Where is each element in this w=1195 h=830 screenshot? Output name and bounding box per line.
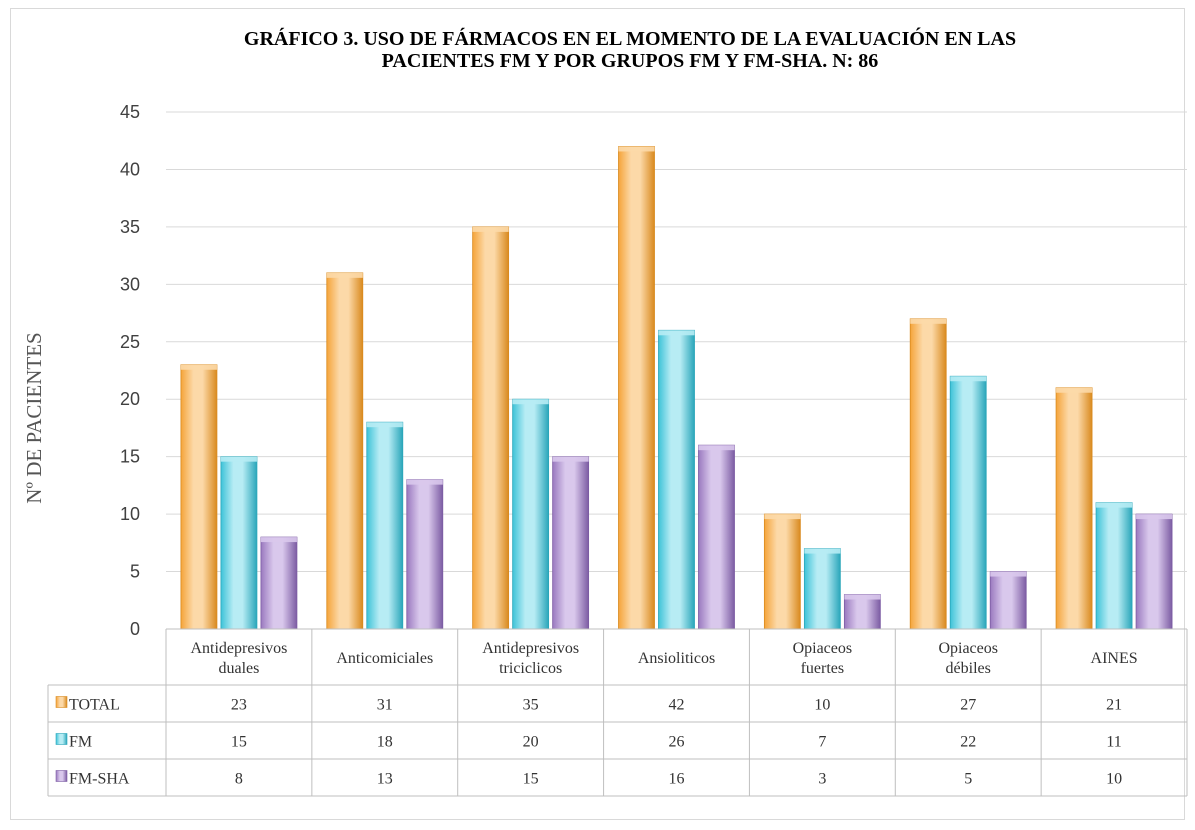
table-cell-value: 11: [1106, 734, 1121, 751]
table-cell-value: 13: [377, 771, 393, 788]
bar-cap: [1096, 502, 1133, 508]
category-label: Ansioliticos: [638, 650, 715, 667]
bar-cap: [950, 376, 987, 382]
bar-total-5: [909, 318, 947, 630]
bar-total-1: [326, 272, 364, 630]
bar-cap: [1056, 387, 1093, 393]
table-cell-value: 15: [231, 734, 247, 751]
y-tick-label: 20: [120, 389, 140, 409]
table-cell-value: 31: [377, 697, 393, 714]
bar-cap: [1136, 514, 1173, 520]
table-cell-value: 7: [818, 734, 826, 751]
legend-label-fm-sha: FM-SHA: [69, 771, 130, 788]
bar-cap: [326, 272, 363, 278]
table-cell-value: 22: [960, 734, 976, 751]
chart-title: GRÁFICO 3. USO DE FÁRMACOS EN EL MOMENTO…: [0, 28, 1195, 72]
bar-fm-1: [366, 421, 404, 630]
bar-fm-6: [1095, 502, 1133, 630]
table-cell-value: 21: [1106, 697, 1122, 714]
legend-swatch-total: [55, 696, 68, 708]
y-tick-label: 30: [120, 274, 140, 294]
table-cell-value: 18: [377, 734, 393, 751]
bar-cap: [844, 594, 881, 600]
bar-cap: [512, 399, 549, 405]
category-label: Anticomiciales: [336, 650, 433, 667]
table-cell-value: 3: [818, 771, 826, 788]
category-label: Opiaceos: [938, 640, 998, 657]
bar-fm-sha-5: [989, 571, 1027, 630]
legend-swatch-fm-sha: [55, 770, 68, 782]
bar-cap: [180, 364, 217, 370]
category-label: débiles: [946, 660, 991, 677]
table-cell-value: 26: [669, 734, 685, 751]
y-tick-label: 35: [120, 217, 140, 237]
y-tick-label: 25: [120, 332, 140, 352]
bar-fm-5: [949, 375, 987, 630]
bar-fm-sha-3: [698, 444, 735, 630]
y-tick-label: 40: [120, 159, 140, 179]
bar-total-2: [472, 226, 510, 630]
category-label: triciclicos: [499, 660, 562, 677]
bar-fm-sha-0: [260, 536, 298, 630]
category-label: duales: [218, 660, 259, 677]
bar-cap: [804, 548, 841, 554]
chart-title-line-2: PACIENTES FM Y POR GRUPOS FM Y FM-SHA. N…: [381, 50, 879, 72]
bar-fm-sha-6: [1135, 513, 1173, 630]
y-tick-label: 45: [120, 102, 140, 122]
category-label: AINES: [1091, 650, 1138, 667]
bar-fm-2: [512, 398, 550, 630]
bar-cap: [990, 571, 1027, 577]
table-cell-value: 5: [964, 771, 972, 788]
table-cell-value: 8: [235, 771, 243, 788]
table-cell-value: 10: [1106, 771, 1122, 788]
bar-total-3: [618, 146, 655, 630]
table-cell-value: 27: [960, 697, 976, 714]
bar-fm-3: [658, 329, 695, 630]
bar-cap: [764, 514, 801, 520]
y-tick-label: 15: [120, 447, 140, 467]
y-tick-label: 0: [130, 619, 140, 639]
category-label: Antidepresivos: [482, 640, 579, 657]
bar-cap: [910, 318, 947, 324]
category-label: fuertes: [801, 660, 845, 677]
bar-fm-0: [220, 456, 258, 630]
bar-cap: [698, 445, 735, 451]
bar-cap: [472, 226, 509, 232]
bar-cap: [220, 456, 257, 462]
legend-swatch-fm: [55, 733, 68, 745]
table-cell-value: 10: [814, 697, 830, 714]
bar-fm-sha-4: [843, 594, 881, 630]
table-cell-value: 20: [523, 734, 539, 751]
table-cell-value: 23: [231, 697, 247, 714]
y-tick-label: 5: [130, 562, 140, 582]
bar-cap: [366, 422, 403, 428]
table-cell-value: 35: [523, 697, 539, 714]
legend-label-total: TOTAL: [69, 697, 120, 714]
bar-cap: [406, 479, 443, 485]
table-cell-value: 16: [669, 771, 685, 788]
bar-cap: [260, 537, 297, 543]
bar-cap: [618, 146, 655, 152]
bar-cap: [658, 330, 695, 336]
bar-cap: [552, 456, 589, 462]
bar-fm-4: [803, 548, 841, 630]
category-label: Opiaceos: [793, 640, 853, 657]
y-tick-label: 10: [120, 504, 140, 524]
category-label: Antidepresivos: [190, 640, 287, 657]
bar-fm-sha-1: [406, 479, 444, 630]
chart-title-line-1: GRÁFICO 3. USO DE FÁRMACOS EN EL MOMENTO…: [243, 28, 1017, 50]
bar-total-0: [180, 364, 218, 630]
bar-fm-sha-2: [552, 456, 590, 630]
bar-total-6: [1055, 387, 1093, 630]
legend-label-fm: FM: [69, 734, 92, 751]
table-cell-value: 15: [523, 771, 539, 788]
bar-total-4: [763, 513, 801, 630]
table-cell-value: 42: [669, 697, 685, 714]
